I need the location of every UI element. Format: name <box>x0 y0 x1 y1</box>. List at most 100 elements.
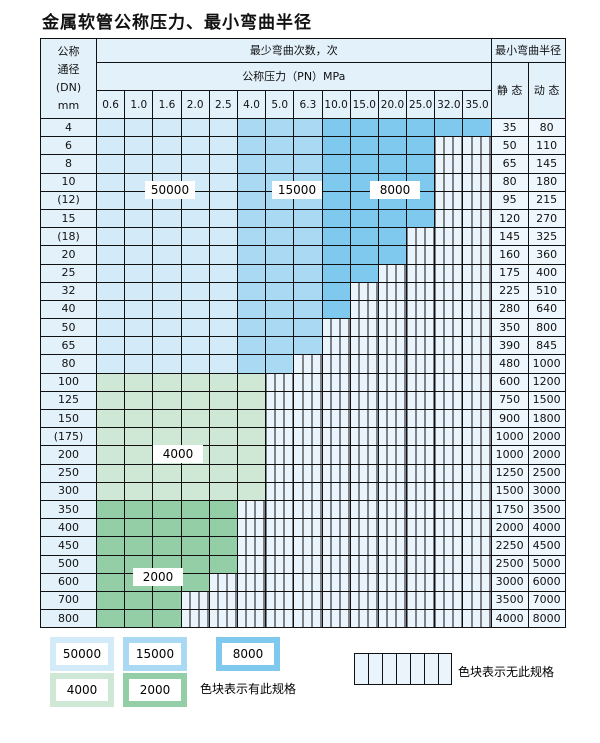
unavailable-cell <box>434 390 464 411</box>
cycles-cell-4000 <box>124 427 154 447</box>
legend-8000: 8000 <box>216 637 280 671</box>
unavailable-cell <box>321 408 351 429</box>
cycles-cell-8000 <box>349 117 379 138</box>
static-radius-cell: 2000 <box>490 518 529 538</box>
unavailable-cell <box>462 227 492 247</box>
cycles-cell-50000 <box>95 154 126 174</box>
unavailable-cell <box>434 172 464 192</box>
cycles-cell-15000 <box>293 208 323 229</box>
cycles-cell-15000 <box>236 172 267 192</box>
unavailable-cell <box>321 536 351 556</box>
dn-cell: 15 <box>40 208 97 229</box>
zone-label-50000: 50000 <box>145 181 195 199</box>
legend-2000: 2000 <box>123 673 187 707</box>
cycles-cell-15000 <box>236 190 267 210</box>
dynamic-header: 动 态 <box>527 62 566 119</box>
dynamic-radius-cell: 3000 <box>527 481 566 501</box>
unavailable-cell <box>293 408 323 429</box>
unavailable-cell <box>406 481 436 501</box>
cycles-cell-4000 <box>236 372 267 392</box>
unavailable-cell <box>377 263 408 283</box>
unavailable-cell <box>377 481 408 501</box>
unavailable-cell <box>236 572 267 592</box>
unavailable-cell <box>265 590 295 611</box>
cycles-cell-50000 <box>152 281 182 301</box>
unavailable-cell <box>377 299 408 320</box>
cycles-cell-15000 <box>265 299 295 320</box>
cycles-cell-2000 <box>208 554 238 574</box>
unavailable-cell <box>321 481 351 501</box>
unavailable-cell <box>265 445 295 465</box>
table-row: 32 225 510 <box>40 281 566 301</box>
cycles-cell-50000 <box>152 263 182 283</box>
table-row: 350 1750 3500 <box>40 499 566 520</box>
zone-label-15000: 15000 <box>272 181 322 199</box>
cycles-cell-50000 <box>180 281 210 301</box>
unavailable-cell <box>265 518 295 538</box>
unavailable-cell <box>406 281 436 301</box>
unavailable-cell <box>406 609 436 629</box>
pressure-header: 公称压力（PN）MPa <box>96 62 492 91</box>
unavailable-cell <box>434 372 464 392</box>
unavailable-cell <box>434 336 464 356</box>
cycles-cell-8000 <box>321 281 351 301</box>
unavailable-cell <box>377 518 408 538</box>
cycles-cell-2000 <box>180 536 210 556</box>
unavailable-cell <box>406 408 436 429</box>
unavailable-cell <box>434 245 464 265</box>
cycles-cell-50000 <box>208 354 238 374</box>
unavailable-cell <box>321 463 351 483</box>
unavailable-cell <box>321 499 351 520</box>
table-row: 125 750 1500 <box>40 390 566 411</box>
unavailable-cell <box>406 445 436 465</box>
cycles-cell-50000 <box>180 154 210 174</box>
unavailable-cell <box>236 536 267 556</box>
legend-unavailable-text: 色块表示无此规格 <box>458 665 555 679</box>
cycles-cell-4000 <box>208 390 238 411</box>
dynamic-radius-cell: 1000 <box>527 354 566 374</box>
pressure-col-header: 25.0 <box>406 90 436 119</box>
cycles-cell-15000 <box>293 245 323 265</box>
table-row: 15 120 270 <box>40 208 566 229</box>
unavailable-cell <box>377 281 408 301</box>
cycles-cell-50000 <box>180 299 210 320</box>
cycles-cell-15000 <box>236 263 267 283</box>
unavailable-cell <box>377 408 408 429</box>
cycles-cell-2000 <box>180 554 210 574</box>
cycles-cell-4000 <box>180 481 210 501</box>
unavailable-cell <box>293 590 323 611</box>
dn-cell: 200 <box>40 445 97 465</box>
table-row: 50 350 800 <box>40 318 566 338</box>
dynamic-radius-cell: 2500 <box>527 463 566 483</box>
unavailable-cell <box>265 408 295 429</box>
unavailable-cell <box>434 499 464 520</box>
unavailable-cell <box>349 463 379 483</box>
cycles-cell-8000 <box>321 263 351 283</box>
cycles-cell-50000 <box>152 208 182 229</box>
unavailable-cell <box>377 445 408 465</box>
table-row: 700 3500 7000 <box>40 590 566 611</box>
cycles-cell-15000 <box>265 281 295 301</box>
table-row: 300 1500 3000 <box>40 481 566 501</box>
cycles-cell-8000 <box>321 172 351 192</box>
legend-50000: 50000 <box>50 637 114 671</box>
unavailable-cell <box>406 318 436 338</box>
unavailable-cell <box>462 427 492 447</box>
unavailable-cell <box>434 354 464 374</box>
cycles-cell-50000 <box>124 281 154 301</box>
unavailable-cell <box>265 609 295 629</box>
unavailable-cell <box>321 318 351 338</box>
cycles-cell-15000 <box>236 336 267 356</box>
unavailable-cell <box>406 299 436 320</box>
unavailable-cell <box>434 190 464 210</box>
dn-cell: (12) <box>40 190 97 210</box>
unavailable-cell <box>180 609 210 629</box>
cycles-cell-50000 <box>208 336 238 356</box>
unavailable-cell <box>236 590 267 611</box>
legend-4000: 4000 <box>50 673 114 707</box>
unavailable-cell <box>377 554 408 574</box>
cycles-cell-2000 <box>152 518 182 538</box>
cycles-cell-4000 <box>208 408 238 429</box>
unavailable-cell <box>462 372 492 392</box>
cycles-cell-50000 <box>208 136 238 156</box>
